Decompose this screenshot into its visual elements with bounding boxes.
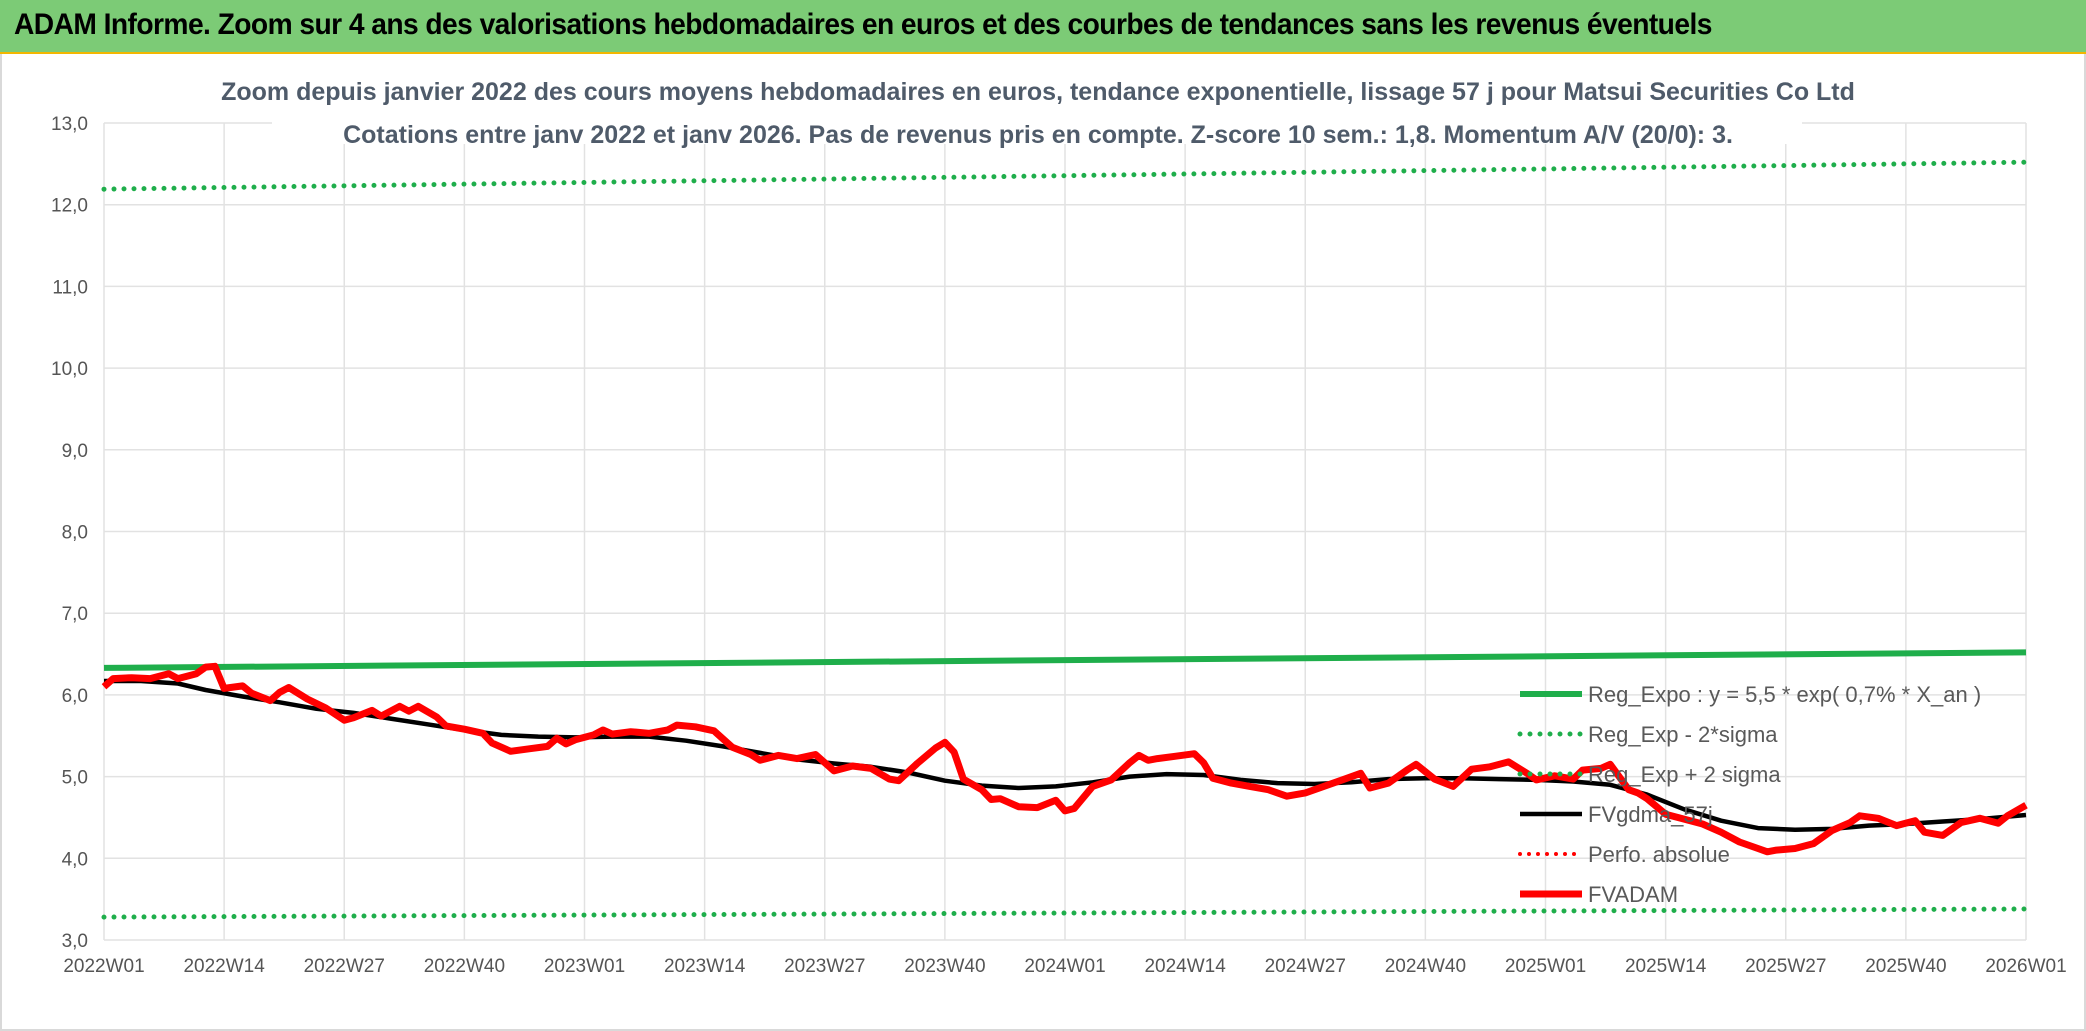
x-tick-label: 2025W40	[1865, 956, 1946, 977]
chart-title: Zoom depuis janvier 2022 des cours moyen…	[221, 78, 1855, 106]
chart-series	[101, 159, 2029, 920]
x-tick-label: 2024W40	[1385, 956, 1466, 977]
x-tick-label: 2023W01	[544, 956, 625, 977]
y-tick-label: 9,0	[62, 441, 88, 462]
legend-label-3: FVgdma_57j	[1588, 802, 1713, 827]
series-line-0	[103, 649, 2027, 671]
x-tick-label: 2024W14	[1144, 956, 1226, 977]
x-tick-label: 2023W27	[784, 956, 865, 977]
legend-label-4: Perfo. absolue	[1588, 842, 1730, 867]
x-tick-label: 2025W01	[1505, 956, 1586, 977]
y-tick-label: 4,0	[62, 849, 88, 870]
chart-title-background	[272, 64, 1802, 144]
legend-label-2: Reg_Exp + 2 sigma	[1588, 762, 1781, 787]
legend-label-0: Reg_Expo : y = 5,5 * exp( 0,7% * X_an )	[1588, 682, 1981, 707]
page-header: ADAM Informe. Zoom sur 4 ans des valoris…	[0, 0, 2086, 54]
x-tick-label: 2025W14	[1625, 956, 1707, 977]
x-tick-label: 2022W14	[183, 956, 265, 977]
series-line-5	[101, 662, 2028, 856]
page-title: ADAM Informe. Zoom sur 4 ans des valoris…	[14, 8, 1712, 41]
y-tick-label: 7,0	[62, 604, 88, 625]
chart-axes: 3,0 4,0 5,0 6,0 7,0 8,0 9,0 10,0 11,0 12,0 13,0 202…	[51, 114, 2067, 977]
chart-title-block: Zoom depuis janvier 2022 des cours moyen…	[221, 64, 1855, 149]
y-tick-label: 8,0	[62, 523, 88, 544]
x-tick-label: 2023W40	[904, 956, 985, 977]
x-tick-label: 2024W01	[1024, 956, 1105, 977]
chart-subtitle: Cotations entre janv 2022 et janv 2026. …	[343, 121, 1733, 149]
series-line-2	[101, 159, 2029, 192]
y-tick-label: 10,0	[51, 359, 88, 380]
x-tick-label: 2024W27	[1265, 956, 1346, 977]
chart-grid	[103, 122, 2027, 941]
line-chart: 3,0 4,0 5,0 6,0 7,0 8,0 9,0 10,0 11,0 12,0 13,0 202…	[51, 64, 2067, 977]
x-tick-label: 2022W01	[63, 956, 144, 977]
y-tick-label: 3,0	[62, 931, 88, 952]
x-tick-label: 2023W14	[664, 956, 746, 977]
x-tick-label: 2025W27	[1745, 956, 1826, 977]
legend-label-5: FVADAM	[1588, 882, 1678, 907]
chart-frame: 3,0 4,0 5,0 6,0 7,0 8,0 9,0 10,0 11,0 12,0 13,0 202…	[0, 54, 2086, 1031]
chart-legend: Reg_Expo : y = 5,5 * exp( 0,7% * X_an ) R…	[1517, 682, 1981, 907]
y-tick-label: 6,0	[62, 686, 88, 707]
series-line-1	[101, 906, 2029, 920]
y-tick-label: 12,0	[51, 196, 88, 217]
legend-label-1: Reg_Exp - 2*sigma	[1588, 722, 1778, 747]
y-tick-label: 5,0	[62, 768, 88, 789]
series-line-3	[104, 678, 2027, 832]
y-tick-label: 13,0	[51, 114, 88, 135]
x-tick-label: 2022W27	[304, 956, 385, 977]
x-tick-label: 2026W01	[1985, 956, 2066, 977]
x-tick-label: 2022W40	[424, 956, 505, 977]
y-tick-label: 11,0	[52, 277, 88, 298]
